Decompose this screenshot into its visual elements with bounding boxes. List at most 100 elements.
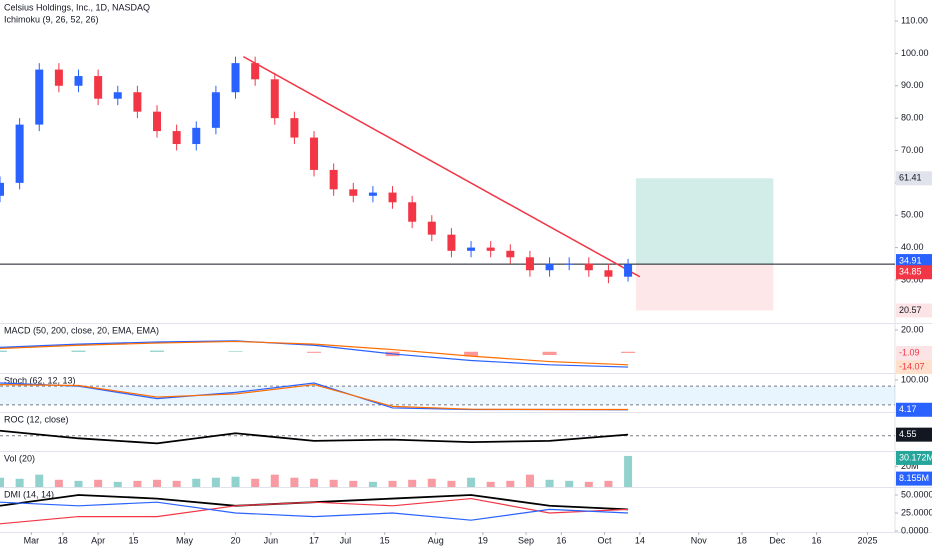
price-tag: 4.17 <box>899 404 917 414</box>
candle-body <box>388 192 397 203</box>
volume-bar <box>427 478 436 487</box>
candle-body <box>525 257 534 271</box>
indicator-label: Stoch (62, 12, 13) <box>4 375 76 385</box>
volume-bar <box>192 478 201 487</box>
candle-body <box>368 192 377 196</box>
volume-bar <box>565 480 574 487</box>
volume-bar <box>624 455 633 487</box>
x-tick-label: 19 <box>478 535 488 545</box>
histogram-bar <box>0 350 7 352</box>
x-tick-label: Oct <box>598 535 613 545</box>
price-tag: -14.07 <box>899 361 925 371</box>
volume-bar <box>506 480 515 487</box>
candle-body <box>0 182 4 196</box>
volume-bar <box>54 479 63 487</box>
candle-body <box>486 247 495 251</box>
volume-bar <box>15 478 24 487</box>
price-tag-bg <box>896 265 932 280</box>
price-tag-bg <box>896 171 932 186</box>
volume-bar <box>584 481 593 487</box>
candle-body <box>74 76 83 86</box>
x-tick-label: Nov <box>691 535 708 545</box>
candle-body <box>113 92 122 99</box>
volume-bar <box>211 477 220 487</box>
price-tag: 4.55 <box>899 429 917 439</box>
volume-bar <box>604 480 613 487</box>
indicator-label: MACD (50, 200, close, 20, EMA, EMA) <box>4 325 159 335</box>
candle-body <box>231 63 240 93</box>
price-tag: -1.09 <box>899 347 920 357</box>
price-tag: 20.57 <box>899 305 922 315</box>
chart-title: Celsius Holdings, Inc., 1D, NASDAQ <box>4 2 150 12</box>
price-tag-bg <box>896 303 932 318</box>
candle-body <box>408 202 417 222</box>
volume-bar <box>270 474 279 487</box>
x-tick-label: Dec <box>769 535 786 545</box>
histogram-bar <box>621 351 636 353</box>
volume-bar <box>467 477 476 487</box>
price-tag-bg <box>896 427 932 442</box>
y-tick-label: 20M <box>901 461 919 471</box>
plus-di-line <box>0 497 629 525</box>
y-tick-label: 110.00 <box>901 15 928 25</box>
minus-di-line <box>0 501 629 521</box>
d-line <box>0 383 629 411</box>
x-tick-label: 17 <box>309 535 319 545</box>
y-tick-label: 70.00 <box>901 145 924 155</box>
y-tick-label: 100.00 <box>901 48 929 58</box>
x-tick-label: May <box>176 535 194 545</box>
histogram-bar <box>228 351 243 352</box>
candle-body <box>153 111 162 132</box>
indicator-label: Vol (20) <box>4 453 35 463</box>
x-tick-label: 18 <box>58 535 68 545</box>
candle-body <box>35 69 44 125</box>
volume-bar <box>113 481 122 487</box>
volume-bar <box>310 478 319 487</box>
volume-bar <box>408 479 417 487</box>
y-tick-label: 80.00 <box>901 113 924 123</box>
price-tag: 30.172M <box>899 452 932 462</box>
candle-body <box>192 127 201 145</box>
price-tag-bg <box>896 402 932 417</box>
candle-body <box>467 247 476 251</box>
candle-body <box>545 263 554 271</box>
x-tick-label: 2025 <box>858 535 878 545</box>
candle-body <box>604 270 613 277</box>
volume-bar <box>388 480 397 487</box>
price-tag-bg <box>896 450 932 465</box>
x-tick-label: Jun <box>264 535 279 545</box>
x-tick-label: Mar <box>24 535 40 545</box>
candle-body <box>349 189 358 196</box>
y-tick-label: 25.0000 <box>901 507 932 517</box>
volume-bar <box>486 481 495 487</box>
loss-zone <box>635 264 774 311</box>
volume-bar <box>545 479 554 487</box>
y-tick-label: 100.00 <box>901 374 929 384</box>
histogram-bar <box>150 350 165 352</box>
x-tick-label: 16 <box>811 535 821 545</box>
candle-body <box>94 76 103 99</box>
y-tick-label: 40.00 <box>901 242 924 252</box>
candle-body <box>290 118 299 138</box>
candle-body <box>310 137 319 170</box>
x-tick-label: Apr <box>91 535 105 545</box>
candle-body <box>251 63 260 80</box>
band <box>0 386 895 405</box>
candle-body <box>447 234 456 251</box>
trendline <box>243 55 641 278</box>
histogram-bar <box>464 351 479 357</box>
profit-zone <box>635 178 774 265</box>
volume-bar <box>133 480 142 487</box>
candle-body <box>427 221 436 235</box>
x-tick-label: 14 <box>635 535 645 545</box>
x-tick-label: Aug <box>428 535 444 545</box>
candle-body <box>506 250 515 258</box>
volume-bar <box>447 480 456 487</box>
x-tick-label: Jul <box>340 535 352 545</box>
volume-bar <box>251 478 260 487</box>
price-tag: 34.91 <box>899 255 922 265</box>
candle-body <box>565 263 574 265</box>
volume-bar <box>349 480 358 487</box>
signal-line <box>0 340 629 366</box>
